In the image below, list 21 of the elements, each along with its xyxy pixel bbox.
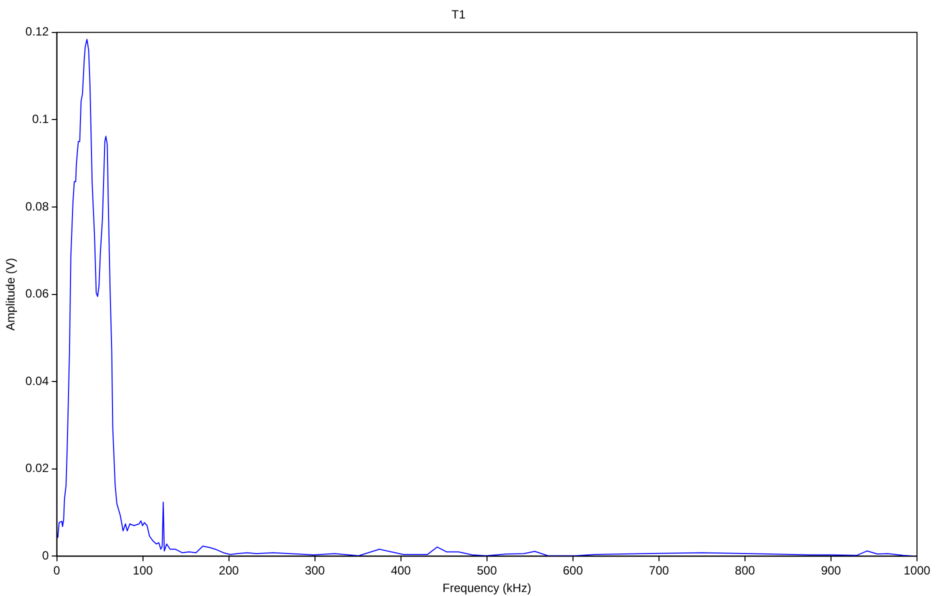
x-tick-label: 900 bbox=[820, 564, 842, 578]
y-tick-label: 0.02 bbox=[25, 461, 50, 476]
y-axis-title: Amplitude (V) bbox=[4, 258, 18, 331]
chart-title: T1 bbox=[451, 8, 466, 22]
x-tick-label: 600 bbox=[562, 564, 584, 578]
x-tick-label: 800 bbox=[734, 564, 756, 578]
y-tick-label: 0.06 bbox=[25, 286, 50, 301]
x-tick-label: 0 bbox=[53, 564, 60, 578]
y-tick-label: 0.1 bbox=[32, 112, 50, 126]
x-tick-label: 300 bbox=[304, 564, 326, 578]
y-tick-label: 0.12 bbox=[25, 24, 50, 39]
x-axis-title: Frequency (kHz) bbox=[442, 581, 532, 596]
x-tick-label: 1000 bbox=[904, 564, 931, 578]
y-tick-label: 0.04 bbox=[25, 374, 50, 388]
x-tick-label: 400 bbox=[390, 564, 412, 578]
x-tick-label: 100 bbox=[132, 564, 154, 578]
x-tick-label: 700 bbox=[648, 564, 670, 578]
x-tick-label: 500 bbox=[476, 564, 498, 578]
y-tick-label: 0.08 bbox=[25, 199, 50, 214]
x-tick-label: 200 bbox=[218, 564, 240, 578]
y-tick-label: 0 bbox=[42, 548, 50, 563]
